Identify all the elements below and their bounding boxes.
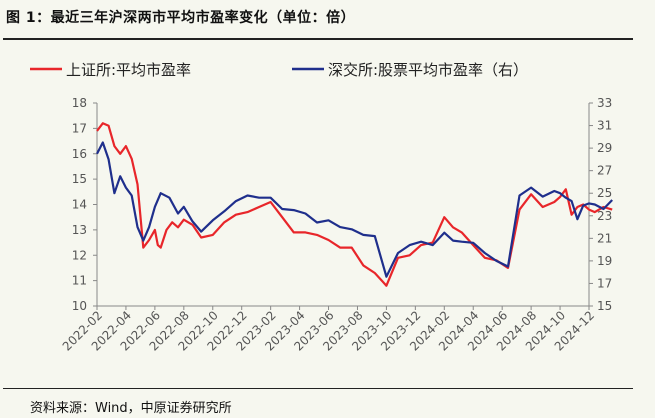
tick-label-right: 33	[597, 96, 612, 110]
tick-label-left: 18	[72, 96, 87, 110]
tick-label-right: 17	[597, 276, 612, 290]
tick-label-right: 15	[597, 299, 612, 313]
tick-label-left: 11	[72, 274, 87, 288]
legend-label-sh: 上证所:平均市盈率	[66, 61, 191, 79]
tick-label-left: 14	[72, 198, 87, 212]
tick-label-left: 10	[72, 299, 87, 313]
tick-label-left: 16	[72, 147, 87, 161]
tick-label-right: 29	[597, 141, 612, 155]
tick-label-left: 17	[72, 121, 87, 135]
tick-label-right: 19	[597, 254, 612, 268]
tick-label-right: 21	[597, 231, 612, 245]
source-note: 资料来源：Wind，中原证券研究所	[30, 401, 232, 416]
series-lines	[96, 122, 613, 287]
tick-label-right: 31	[597, 119, 612, 133]
tick-label-left: 15	[72, 172, 87, 186]
legend: 上证所:平均市盈率 深交所:股票平均市盈率（右）	[30, 61, 528, 79]
top-rule	[3, 38, 633, 40]
tick-label-left: 12	[72, 248, 87, 262]
series-line-sh	[96, 122, 613, 287]
tick-label-right: 25	[597, 186, 612, 200]
bottom-rule	[3, 388, 633, 389]
series-line-sz	[96, 141, 613, 278]
tick-label-right: 23	[597, 209, 612, 223]
figure-title: 图 1：最近三年沪深两市平均市盈率变化（单位：倍）	[6, 10, 356, 26]
legend-label-sz: 深交所:股票平均市盈率（右）	[328, 61, 528, 79]
tick-label-right: 27	[597, 164, 612, 178]
tick-label-left: 13	[72, 223, 87, 237]
